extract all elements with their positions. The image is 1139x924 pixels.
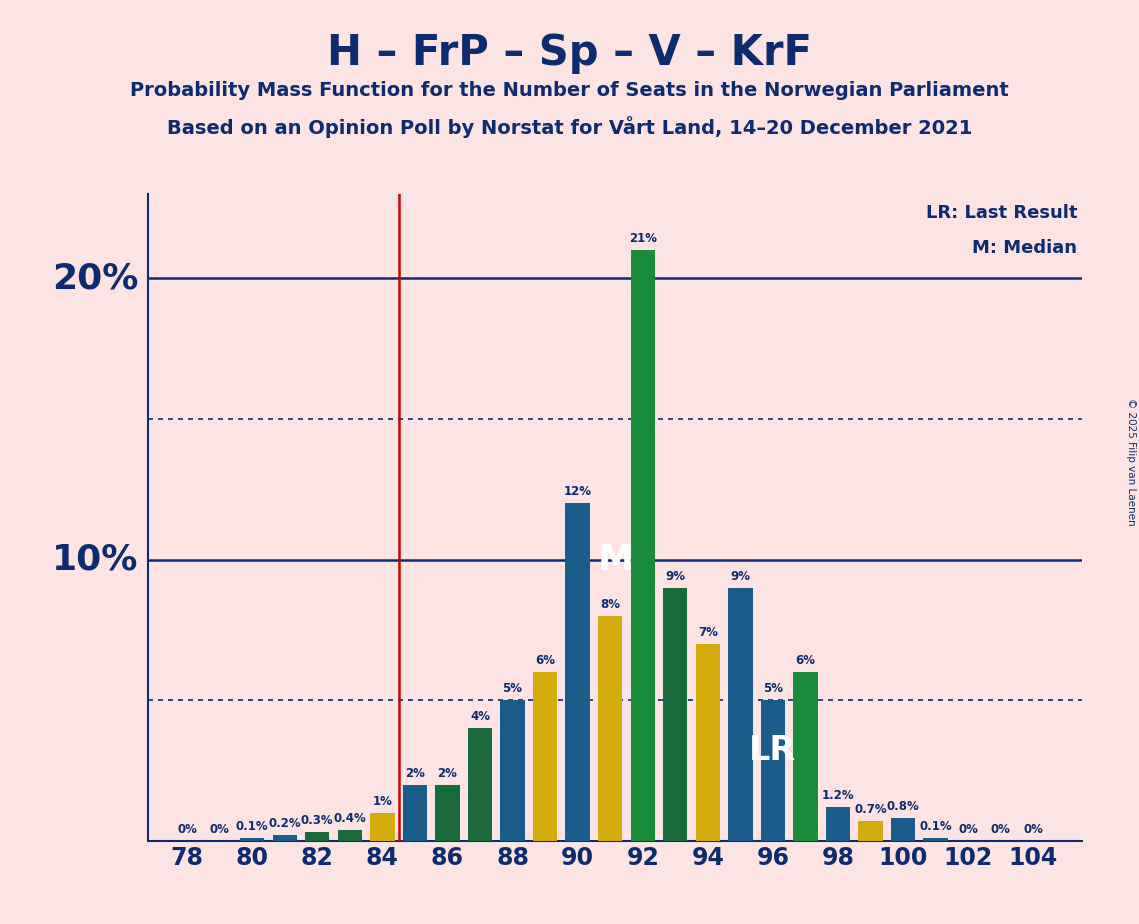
Text: 5%: 5% <box>763 682 782 695</box>
Bar <box>761 700 785 841</box>
Bar <box>728 588 753 841</box>
Text: 0%: 0% <box>991 822 1010 836</box>
Bar <box>793 672 818 841</box>
Bar <box>859 821 883 841</box>
Bar <box>663 588 688 841</box>
Text: 5%: 5% <box>502 682 523 695</box>
Text: 0%: 0% <box>958 822 978 836</box>
Bar <box>924 838 948 841</box>
Text: M: Median: M: Median <box>973 239 1077 257</box>
Text: 1.2%: 1.2% <box>821 789 854 802</box>
Text: 0.2%: 0.2% <box>269 817 301 830</box>
Text: 0%: 0% <box>210 822 230 836</box>
Text: 8%: 8% <box>600 598 620 611</box>
Text: 21%: 21% <box>629 232 657 245</box>
Bar <box>370 813 394 841</box>
Bar <box>435 784 460 841</box>
Bar <box>403 784 427 841</box>
Text: 1%: 1% <box>372 795 392 808</box>
Text: 10%: 10% <box>52 542 139 577</box>
Text: © 2025 Filip van Laenen: © 2025 Filip van Laenen <box>1126 398 1136 526</box>
Bar <box>696 644 720 841</box>
Text: 0%: 0% <box>1023 822 1043 836</box>
Text: LR: Last Result: LR: Last Result <box>926 204 1077 222</box>
Text: 4%: 4% <box>470 711 490 723</box>
Text: 2%: 2% <box>405 767 425 780</box>
Text: 0.1%: 0.1% <box>919 820 952 833</box>
Text: 0%: 0% <box>178 822 197 836</box>
Text: 0.4%: 0.4% <box>334 811 367 824</box>
Bar <box>305 833 329 841</box>
Text: 20%: 20% <box>52 261 139 296</box>
Text: H – FrP – Sp – V – KrF: H – FrP – Sp – V – KrF <box>327 32 812 74</box>
Text: 2%: 2% <box>437 767 458 780</box>
Bar <box>272 835 297 841</box>
Text: Based on an Opinion Poll by Norstat for Vårt Land, 14–20 December 2021: Based on an Opinion Poll by Norstat for … <box>166 116 973 139</box>
Text: 12%: 12% <box>564 485 591 498</box>
Bar <box>500 700 525 841</box>
Text: LR: LR <box>749 735 796 767</box>
Text: Probability Mass Function for the Number of Seats in the Norwegian Parliament: Probability Mass Function for the Number… <box>130 81 1009 101</box>
Bar <box>891 819 916 841</box>
Text: M: M <box>598 542 633 577</box>
Bar <box>631 250 655 841</box>
Bar <box>240 838 264 841</box>
Bar <box>565 504 590 841</box>
Text: 7%: 7% <box>698 626 718 638</box>
Text: 0.8%: 0.8% <box>886 800 919 813</box>
Text: 0.7%: 0.7% <box>854 803 887 816</box>
Bar <box>468 728 492 841</box>
Bar <box>826 807 850 841</box>
Bar <box>598 616 622 841</box>
Bar <box>337 830 362 841</box>
Text: 0.1%: 0.1% <box>236 820 269 833</box>
Text: 6%: 6% <box>795 654 816 667</box>
Text: 9%: 9% <box>665 570 686 583</box>
Bar <box>533 672 557 841</box>
Text: 6%: 6% <box>535 654 555 667</box>
Text: 9%: 9% <box>730 570 751 583</box>
Text: 0.3%: 0.3% <box>301 814 334 827</box>
